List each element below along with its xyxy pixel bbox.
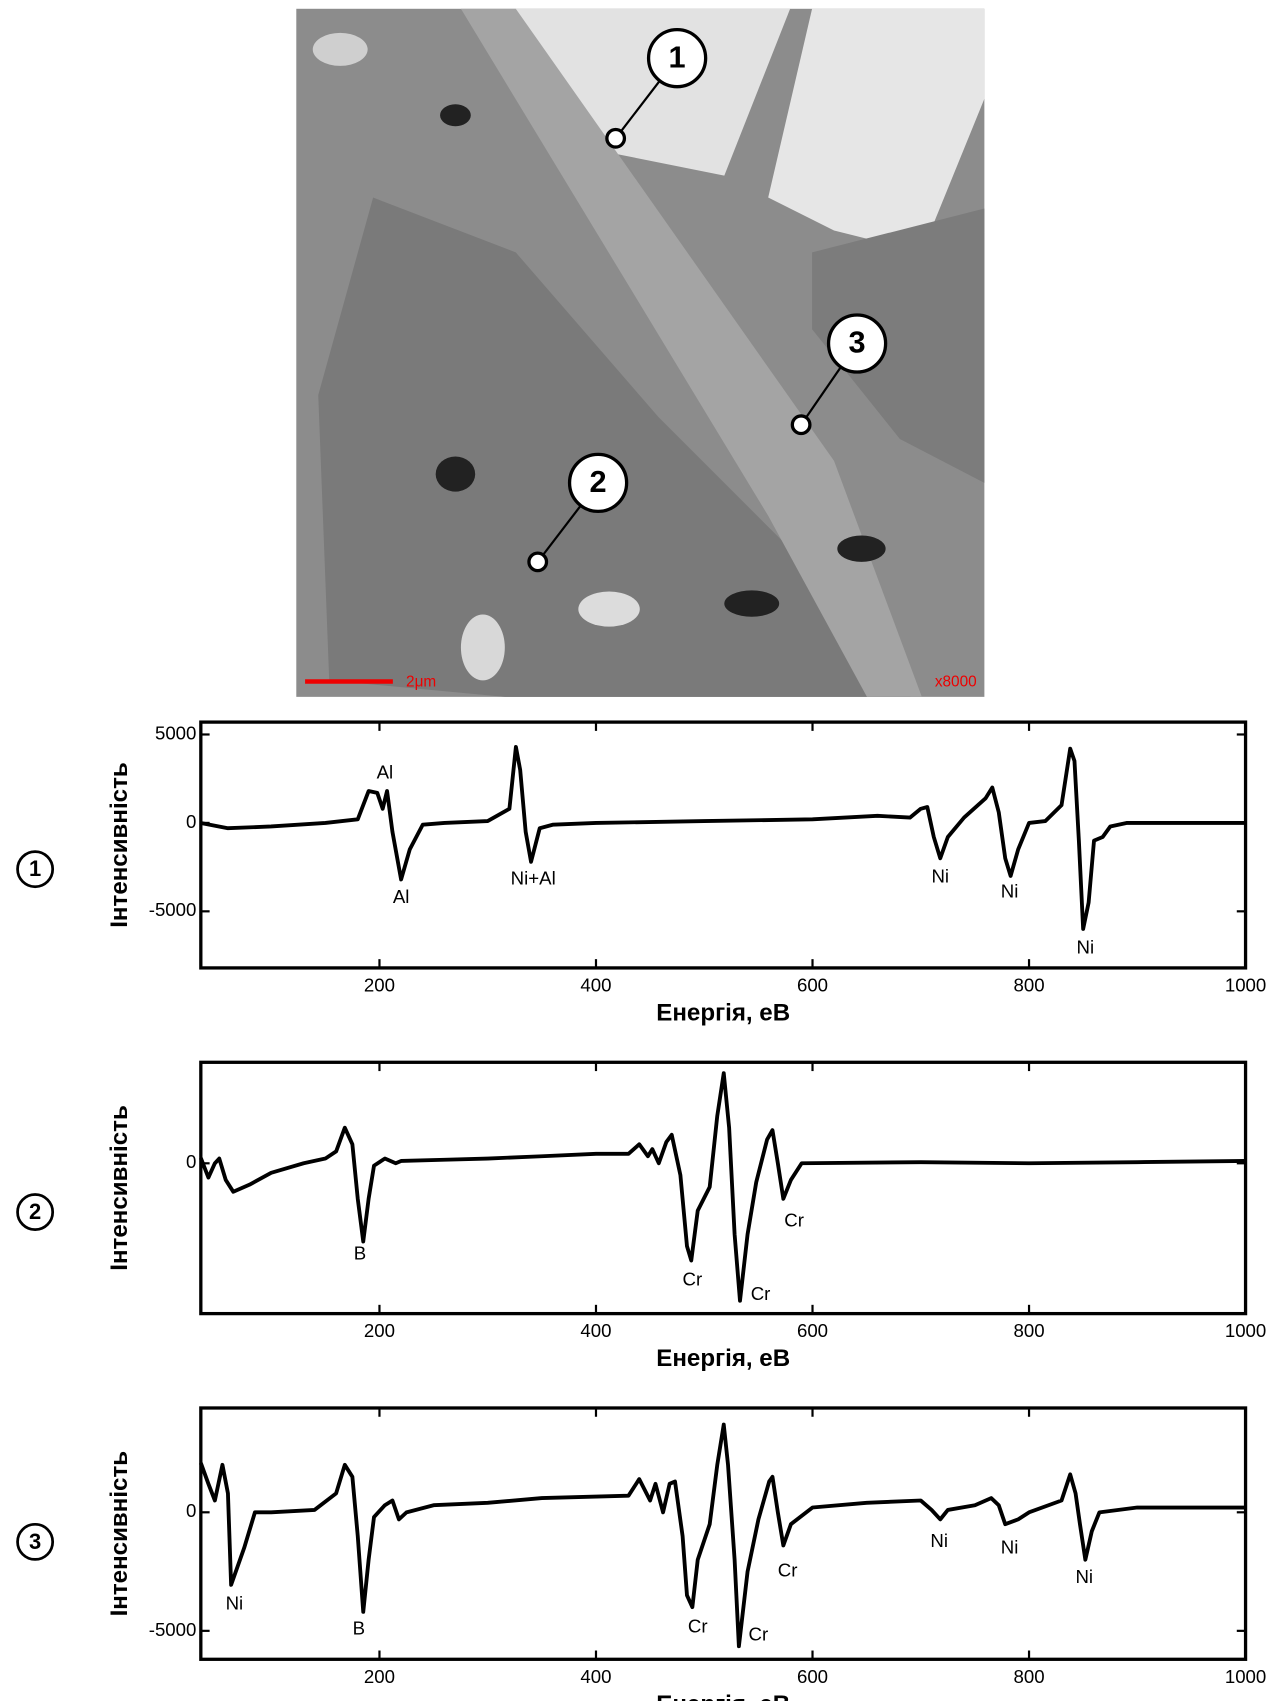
marker-dot — [790, 414, 812, 436]
inclusion — [460, 614, 505, 681]
peak-label: B — [353, 1618, 365, 1639]
bright-phase — [768, 8, 985, 253]
pore — [435, 456, 476, 492]
marker-label: 3 — [849, 325, 866, 360]
dark-phase — [812, 208, 985, 483]
x-tick-label: 600 — [797, 975, 828, 996]
peak-label: Ni — [931, 866, 949, 887]
x-tick-label: 800 — [1013, 975, 1044, 996]
x-tick-label: 400 — [580, 975, 611, 996]
boundary-phase — [460, 8, 922, 697]
y-axis-label: Інтенсивність — [106, 762, 133, 928]
inclusion — [312, 32, 368, 66]
x-axis-label: Енергія, еВ — [656, 999, 790, 1026]
x-axis-label: Енергія, еВ — [656, 1691, 790, 1701]
x-tick-label: 400 — [580, 1666, 611, 1687]
x-tick-label: 1000 — [1225, 975, 1266, 996]
marker-dot — [527, 551, 549, 573]
peak-label: Cr — [778, 1559, 798, 1580]
spectrum-line — [200, 744, 1246, 931]
peak-label: Ni — [1001, 1536, 1019, 1557]
pore — [837, 535, 886, 562]
spectrum-chart: 200 400 600 800 1000 -5000 0 Ni B Cr Cr Cr Ni Ni Ni Ене… — [16, 1406, 1266, 1701]
peak-label: Al — [377, 761, 394, 782]
x-tick-label: 600 — [797, 1320, 828, 1341]
x-tick-label: 1000 — [1225, 1666, 1266, 1687]
x-tick-label: 200 — [364, 1666, 395, 1687]
spectrum-chart: 200 400 600 800 1000 -5000 0 5000 Al Al Ni+Al Ni Ni N… — [16, 720, 1266, 1026]
peak-label: Ni+Al — [511, 867, 556, 888]
peak-label: Cr — [683, 1269, 703, 1290]
x-axis-label: Енергія, еВ — [656, 1345, 790, 1372]
marker-label: 1 — [669, 39, 686, 74]
panel-circle — [16, 1193, 55, 1232]
peak-label: B — [354, 1242, 366, 1263]
marker-circle — [826, 313, 888, 374]
peak-label: Cr — [688, 1615, 708, 1636]
peak-label: Ni — [1077, 936, 1095, 957]
peak-label: Cr — [749, 1623, 769, 1644]
y-axis-label: Інтенсивність — [106, 1105, 133, 1271]
panel-label: 1 — [29, 856, 41, 881]
pore — [440, 104, 471, 127]
magnification: x8000 — [935, 674, 977, 691]
marker-circle — [646, 27, 708, 89]
peak-label: Cr — [784, 1209, 804, 1230]
peak-label: Al — [393, 886, 410, 907]
y-tick-label: 0 — [186, 811, 196, 832]
pore — [724, 590, 780, 617]
scale-bar-label: 2μm — [406, 674, 436, 691]
peak-label: Ni — [226, 1592, 244, 1613]
plot-frame — [199, 720, 1248, 970]
plot-frame — [199, 1060, 1248, 1316]
dark-phase — [318, 197, 911, 697]
y-tick-label: 5000 — [155, 722, 196, 743]
panel-circle — [16, 1522, 55, 1561]
panel-circle — [16, 850, 55, 889]
panel-label: 2 — [29, 1199, 41, 1224]
x-tick-label: 200 — [364, 975, 395, 996]
y-tick-label: 0 — [186, 1151, 196, 1172]
spectrum-chart: 200 400 600 800 1000 0 B Cr Cr Cr Енергія, еВ Інтен… — [16, 1060, 1266, 1372]
peak-label: Ni — [1075, 1566, 1093, 1587]
peak-label: Ni — [1001, 881, 1019, 902]
inclusion — [578, 591, 640, 627]
spectrum-line — [199, 1422, 1246, 1649]
marker-circles — [527, 27, 888, 573]
spectrum-line — [199, 1071, 1246, 1303]
plot-frame — [199, 1406, 1248, 1661]
x-tick-label: 800 — [1013, 1320, 1044, 1341]
y-tick-label: -5000 — [149, 899, 197, 920]
y-tick-label: 0 — [186, 1500, 196, 1521]
x-tick-label: 600 — [797, 1666, 828, 1687]
peak-label: Cr — [751, 1283, 771, 1304]
x-tick-label: 400 — [580, 1320, 611, 1341]
y-axis-label: Інтенсивність — [106, 1451, 133, 1616]
panel-label: 3 — [29, 1529, 41, 1554]
x-tick-label: 200 — [364, 1320, 395, 1341]
peak-label: Ni — [930, 1530, 948, 1551]
marker-circle — [567, 452, 629, 514]
x-tick-label: 800 — [1013, 1666, 1044, 1687]
sem-image: 1 2 3 2μm x8000 — [296, 8, 985, 697]
marker-dot — [605, 127, 627, 149]
y-tick-label: -5000 — [149, 1619, 197, 1640]
marker-label: 2 — [590, 464, 607, 499]
x-tick-label: 1000 — [1225, 1320, 1266, 1341]
